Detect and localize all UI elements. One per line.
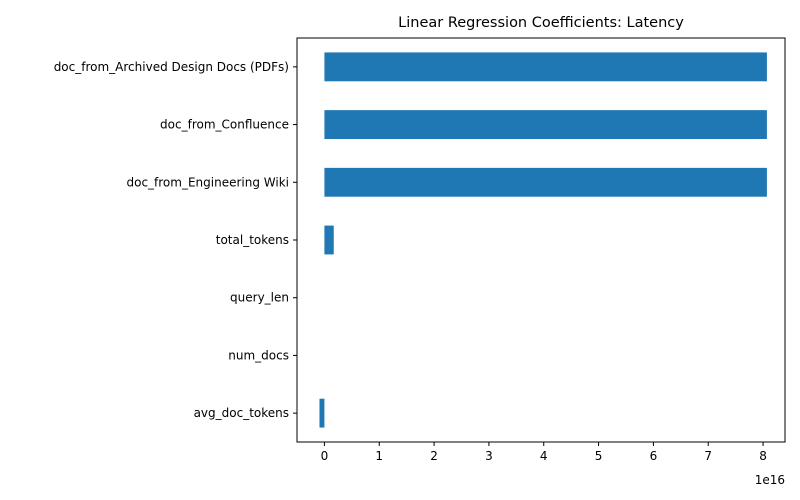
x-tick-label: 8: [759, 449, 767, 463]
x-tick-label: 5: [595, 449, 603, 463]
chart-title: Linear Regression Coefficients: Latency: [398, 15, 684, 31]
bars-group: [319, 52, 767, 428]
bar-doc_from_Engineering Wiki: [324, 167, 767, 197]
x-tick-label: 4: [540, 449, 548, 463]
x-tick-label: 1: [375, 449, 383, 463]
bar-doc_from_Archived Design Docs (PDFs): [324, 52, 767, 82]
y-tick-label: doc_from_Engineering Wiki: [126, 175, 289, 189]
y-tick-label: num_docs: [228, 348, 289, 362]
bar-total_tokens: [324, 225, 334, 255]
y-tick-label: total_tokens: [216, 233, 289, 247]
x-tick-label: 3: [485, 449, 493, 463]
y-tick-label: doc_from_Confluence: [160, 118, 289, 132]
x-tick-label: 0: [321, 449, 329, 463]
y-tick-label: query_len: [230, 291, 289, 305]
plot-frame: [296, 37, 786, 443]
x-tick-label: 6: [650, 449, 658, 463]
y-axis-ticks: doc_from_Archived Design Docs (PDFs) doc_…: [54, 60, 297, 420]
y-tick-label: doc_from_Archived Design Docs (PDFs): [54, 60, 289, 74]
bar-doc_from_Confluence: [324, 110, 767, 139]
bar-avg_doc_tokens: [319, 398, 325, 428]
x-axis-ticks: 0 1 2 3 4 5 6 7 8: [321, 442, 767, 463]
y-tick-label: avg_doc_tokens: [194, 406, 289, 420]
x-axis-offset-label: 1e16: [755, 473, 785, 487]
x-tick-label: 2: [430, 449, 438, 463]
x-tick-label: 7: [704, 449, 712, 463]
